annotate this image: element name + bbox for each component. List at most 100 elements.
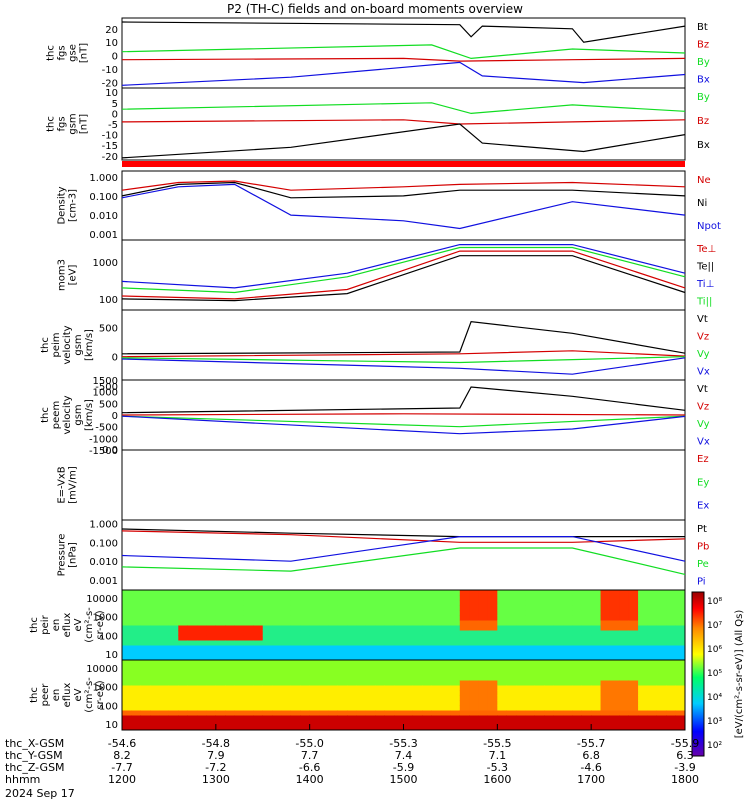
spectrogram-cell (281, 610, 292, 616)
spectrogram-cell (197, 645, 207, 651)
series-line-Vz (121, 350, 686, 358)
spectrogram-cell (140, 625, 151, 631)
x-row-value: 1800 (671, 773, 699, 786)
legend-Pe: Pe (697, 559, 709, 570)
spectrogram-cell (253, 685, 264, 691)
spectrogram-cell (281, 635, 292, 641)
spectrogram-cell (309, 670, 320, 676)
spectrogram-cell (394, 615, 404, 621)
spectrogram-cell (300, 695, 311, 701)
spectrogram-cell (215, 690, 226, 696)
y-tick-label: -500 (95, 423, 118, 434)
spectrogram-cell (459, 640, 470, 646)
spectrogram-cell (581, 645, 592, 651)
spectrogram-cell (234, 715, 245, 721)
spectrogram-cell (572, 725, 583, 731)
spectrogram-cell (422, 665, 433, 671)
spectrogram-cell (431, 645, 442, 651)
spectrogram-cell (469, 685, 480, 691)
spectrogram-cell (337, 705, 348, 711)
spectrogram-cell (290, 605, 301, 611)
spectrogram-cell (215, 645, 226, 651)
spectrogram-cell (328, 715, 339, 721)
spectrogram-cell (441, 635, 451, 641)
spectrogram-cell (206, 700, 217, 706)
spectrogram-cell (281, 640, 292, 646)
y-axis-label-line: eV (73, 688, 84, 701)
spectrogram-cell (225, 625, 236, 631)
spectrogram-cell (159, 680, 170, 686)
spectrogram-cell (403, 655, 414, 661)
spectrogram-cell (234, 680, 245, 686)
spectrogram-cell (675, 655, 686, 661)
spectrogram-cell (234, 660, 245, 666)
spectrogram-cell (131, 695, 142, 701)
spectrogram-cell (534, 590, 545, 596)
spectrogram-cell (225, 655, 236, 661)
spectrogram-cell (178, 715, 189, 721)
spectrogram-ion_energy_flux (122, 590, 686, 661)
spectrogram-cell (356, 665, 367, 671)
spectrogram-cell (225, 720, 236, 726)
spectrogram-cell (131, 655, 142, 661)
spectrogram-cell (122, 650, 132, 656)
spectrogram-cell (581, 685, 592, 691)
spectrogram-cell (272, 680, 283, 686)
spectrogram-cell (563, 695, 573, 701)
spectrogram-cell (450, 605, 461, 611)
spectrogram-cell (506, 615, 517, 621)
series-line-Vy (121, 356, 686, 364)
y-tick-label: 0.001 (89, 576, 118, 587)
spectrogram-cell (272, 595, 283, 601)
spectrogram-cell (384, 640, 395, 646)
legend-Vz: Vz (697, 402, 709, 413)
spectrogram-cell (487, 650, 498, 656)
spectrogram-cell (150, 660, 161, 666)
spectrogram-cell (497, 595, 508, 601)
spectrogram-cell (609, 715, 620, 721)
spectrogram-cell (431, 705, 442, 711)
spectrogram-cell (215, 695, 226, 701)
spectrogram-cell (478, 645, 489, 651)
spectrogram-cell (525, 590, 536, 596)
spectrogram-cell (262, 710, 273, 716)
spectrogram-cell (553, 615, 564, 621)
spectrogram-cell (319, 695, 329, 701)
spectrogram-cell (215, 675, 226, 681)
spectrogram-cell (281, 600, 292, 606)
spectrogram-cell (478, 600, 489, 606)
x-row-value: -6.6 (298, 761, 321, 774)
spectrogram-cell (516, 590, 526, 596)
spectrogram-cell (638, 600, 648, 606)
panel-frame (121, 87, 686, 161)
spectrogram-cell (628, 685, 639, 691)
spectrogram-cell (234, 685, 245, 691)
spectrogram-cell (243, 655, 254, 661)
spectrogram-cell (553, 620, 564, 626)
spectrogram-cell (638, 725, 648, 731)
spectrogram-cell (150, 715, 161, 721)
spectrogram-cell (647, 675, 658, 681)
spectrogram-cell (506, 605, 517, 611)
spectrogram-cell (197, 625, 207, 631)
spectrogram-cell (600, 685, 611, 691)
spectrogram-cell (309, 660, 320, 666)
spectrogram-cell (206, 685, 217, 691)
y-axis-label-line: E=-VxB (57, 466, 68, 503)
y-tick-label: 1000 (93, 683, 118, 694)
spectrogram-cell (365, 635, 376, 641)
spectrogram-cell (206, 705, 217, 711)
spectrogram-cell (516, 685, 526, 691)
spectrogram-cell (215, 630, 226, 636)
legend-Ex: Ex (697, 501, 709, 512)
spectrogram-cell (356, 640, 367, 646)
spectrogram-cell (365, 595, 376, 601)
spectrogram-cell (638, 685, 648, 691)
spectrogram-cell (591, 725, 602, 731)
spectrogram-cell (159, 640, 170, 646)
legend-By: By (697, 92, 710, 103)
spectrogram-cell (563, 680, 573, 686)
spectrogram-cell (609, 595, 620, 601)
spectrogram-cell (647, 715, 658, 721)
